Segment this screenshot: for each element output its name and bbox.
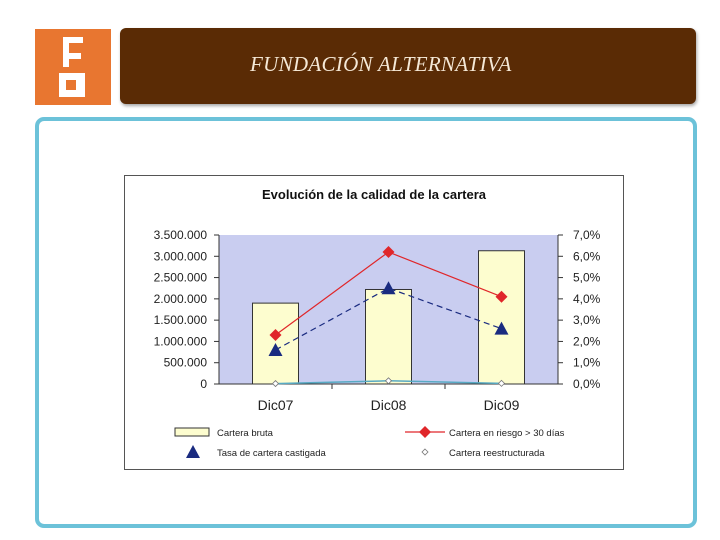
x-tick-label: Dic08 (371, 397, 407, 413)
y-left-tick-label: 500.000 (164, 356, 208, 370)
legend-swatch-marker (186, 445, 200, 458)
x-tick-label: Dic09 (484, 397, 520, 413)
legend-swatch-marker (421, 448, 429, 456)
series-2-point-1 (384, 377, 393, 385)
logo-mark-icon (35, 29, 111, 105)
series-2-point-0 (271, 380, 280, 388)
fundacion-alternativa-logo (35, 29, 111, 105)
y-left-tick-label: 3.500.000 (154, 228, 208, 242)
legend-label: Cartera en riesgo > 30 días (449, 428, 565, 439)
y-left-tick-label: 2.000.000 (154, 292, 208, 306)
series-0-point-2 (495, 290, 508, 303)
y-left-tick-label: 1.500.000 (154, 313, 208, 327)
series-1-point-2 (494, 321, 509, 335)
legend-label: Cartera bruta (217, 428, 274, 439)
legend-label: Cartera reestructurada (449, 448, 545, 459)
series-1-point-1 (381, 281, 396, 295)
y-right-tick-label: 7,0% (573, 228, 601, 242)
y-left-tick-label: 3.000.000 (154, 249, 208, 263)
header-bar (120, 28, 696, 104)
y-right-tick-label: 4,0% (573, 292, 601, 306)
bar-dic08 (365, 288, 412, 385)
bar-dic09 (478, 250, 525, 385)
y-right-tick-label: 5,0% (573, 271, 601, 285)
y-right-tick-label: 3,0% (573, 313, 601, 327)
y-right-tick-label: 1,0% (573, 356, 601, 370)
y-left-tick-label: 2.500.000 (154, 271, 208, 285)
y-left-tick-label: 1.000.000 (154, 334, 208, 348)
y-right-tick-label: 2,0% (573, 334, 601, 348)
series-0-point-0 (269, 329, 282, 342)
y-right-tick-label: 6,0% (573, 249, 601, 263)
y-left-tick-label: 0 (200, 377, 207, 391)
legend-label: Tasa de cartera castigada (217, 448, 327, 459)
legend-swatch-bar (174, 427, 210, 437)
series-1-point-0 (268, 342, 283, 356)
series-2-point-2 (497, 379, 506, 387)
chart-title: Evolución de la calidad de la cartera (262, 187, 487, 202)
page-title: FUNDACIÓN ALTERNATIVA (250, 52, 512, 76)
quality-portfolio-chart: Evolución de la calidad de la cartera 0 50… (154, 187, 601, 459)
legend-swatch-marker (419, 426, 431, 438)
series-0-point-1 (382, 246, 395, 259)
chart-container: Evolución de la calidad de la cartera 0 50… (124, 175, 624, 470)
x-tick-label: Dic07 (258, 397, 294, 413)
y-right-tick-label: 0,0% (573, 377, 601, 391)
series-line-1 (275, 287, 502, 351)
